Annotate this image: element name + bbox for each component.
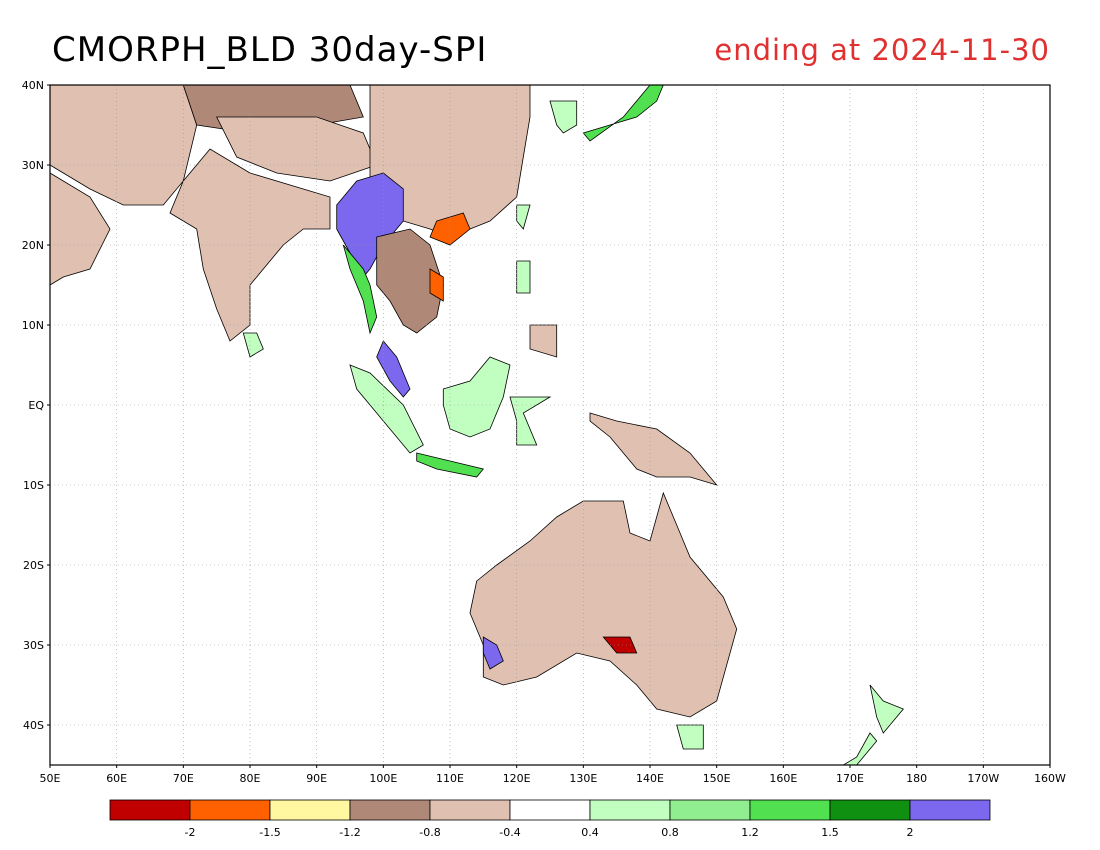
- colorbar-label: -1.2: [339, 826, 360, 839]
- lon-tick-label: 150E: [703, 772, 731, 785]
- region-borneo: [442, 356, 511, 438]
- colorbar-label: 1.2: [741, 826, 759, 839]
- lat-tick-label: 40S: [23, 719, 44, 732]
- region-korea: [549, 100, 578, 134]
- lon-tick-label: 130E: [569, 772, 597, 785]
- lat-tick-label: 10N: [22, 319, 44, 332]
- region-myanmar-coast: [342, 244, 378, 335]
- colorbar-swatch: [109, 799, 191, 821]
- region-vietnam-hotspot: [429, 268, 444, 302]
- colorbar-label: -0.4: [499, 826, 520, 839]
- region-japan: [582, 85, 664, 142]
- colorbar-swatch: [669, 799, 751, 821]
- region-new-guinea: [589, 412, 718, 486]
- lat-tick-label: 20N: [22, 239, 44, 252]
- region-taiwan: [516, 204, 531, 230]
- colorbar-label: -2: [185, 826, 196, 839]
- lat-tick-label: 10S: [23, 479, 44, 492]
- map-frame: [49, 84, 1051, 766]
- region-s-australia-dry: [602, 636, 638, 654]
- colorbar-swatch: [509, 799, 591, 821]
- colorbar-swatch: [589, 799, 671, 821]
- colorbar-swatch: [829, 799, 911, 821]
- longitude-labels: 50E 60E 70E 80E 90E 100E 110E 120E 130E 140E 150E 1…: [40, 765, 1066, 785]
- lon-tick-label: 140E: [636, 772, 664, 785]
- lon-tick-label: 110E: [436, 772, 464, 785]
- colorbar-label: 0.8: [661, 826, 679, 839]
- colorbar-label: 0.4: [581, 826, 599, 839]
- colorbar-label: -0.8: [419, 826, 440, 839]
- colorbar-swatch: [189, 799, 271, 821]
- region-w-australia-wet: [482, 636, 504, 670]
- gridlines: [50, 85, 1050, 765]
- lon-tick-label: 70E: [173, 772, 194, 785]
- region-australia: [469, 491, 738, 718]
- lon-tick-label: 100E: [369, 772, 397, 785]
- lat-tick-label: 20S: [23, 559, 44, 572]
- latitude-labels: 40N 30N 20N 10N EQ 10S 20S 30S 40S: [22, 79, 50, 732]
- colorbar-swatch: [909, 799, 991, 821]
- colorbar-label: 1.5: [821, 826, 839, 839]
- colorbar-label: 2: [907, 826, 914, 839]
- lon-tick-label: 180: [906, 772, 927, 785]
- lon-tick-label: 170E: [836, 772, 864, 785]
- region-mindanao: [529, 324, 558, 358]
- region-luzon: [516, 260, 531, 294]
- lat-tick-label: 40N: [22, 79, 44, 92]
- colorbar: -2 -1.5 -1.2 -0.8 -0.4 0.4 0.8 1.2 1.5 2: [109, 799, 991, 839]
- lon-tick-label: 160W: [1034, 772, 1066, 785]
- lon-tick-label: 170W: [967, 772, 999, 785]
- lon-tick-label: 120E: [503, 772, 531, 785]
- lon-tick-label: 90E: [306, 772, 327, 785]
- region-tibet: [216, 116, 378, 182]
- lat-tick-label: EQ: [28, 399, 44, 412]
- land-regions: [50, 85, 904, 765]
- region-sulawesi: [509, 396, 552, 446]
- colorbar-swatch: [749, 799, 831, 821]
- map-subtitle: ending at 2024-11-30: [714, 33, 1050, 67]
- colorbar-swatch: [269, 799, 351, 821]
- colorbar-swatch: [429, 799, 511, 821]
- lat-tick-label: 30N: [22, 159, 44, 172]
- region-arabia: [50, 172, 111, 286]
- region-tasmania: [676, 724, 704, 750]
- region-new-zealand-s: [842, 732, 878, 765]
- colorbar-label: -1.5: [259, 826, 280, 839]
- map-title: CMORPH_BLD 30day-SPI: [52, 30, 488, 70]
- lon-tick-label: 60E: [106, 772, 127, 785]
- region-sumatra: [349, 364, 424, 454]
- region-sri-lanka: [242, 332, 264, 358]
- region-new-zealand-n: [869, 684, 904, 734]
- lon-tick-label: 50E: [40, 772, 61, 785]
- lon-tick-label: 80E: [240, 772, 261, 785]
- region-malay-peninsula: [376, 340, 411, 398]
- lat-tick-label: 30S: [23, 639, 44, 652]
- lon-tick-label: 160E: [769, 772, 797, 785]
- colorbar-swatch: [349, 799, 431, 821]
